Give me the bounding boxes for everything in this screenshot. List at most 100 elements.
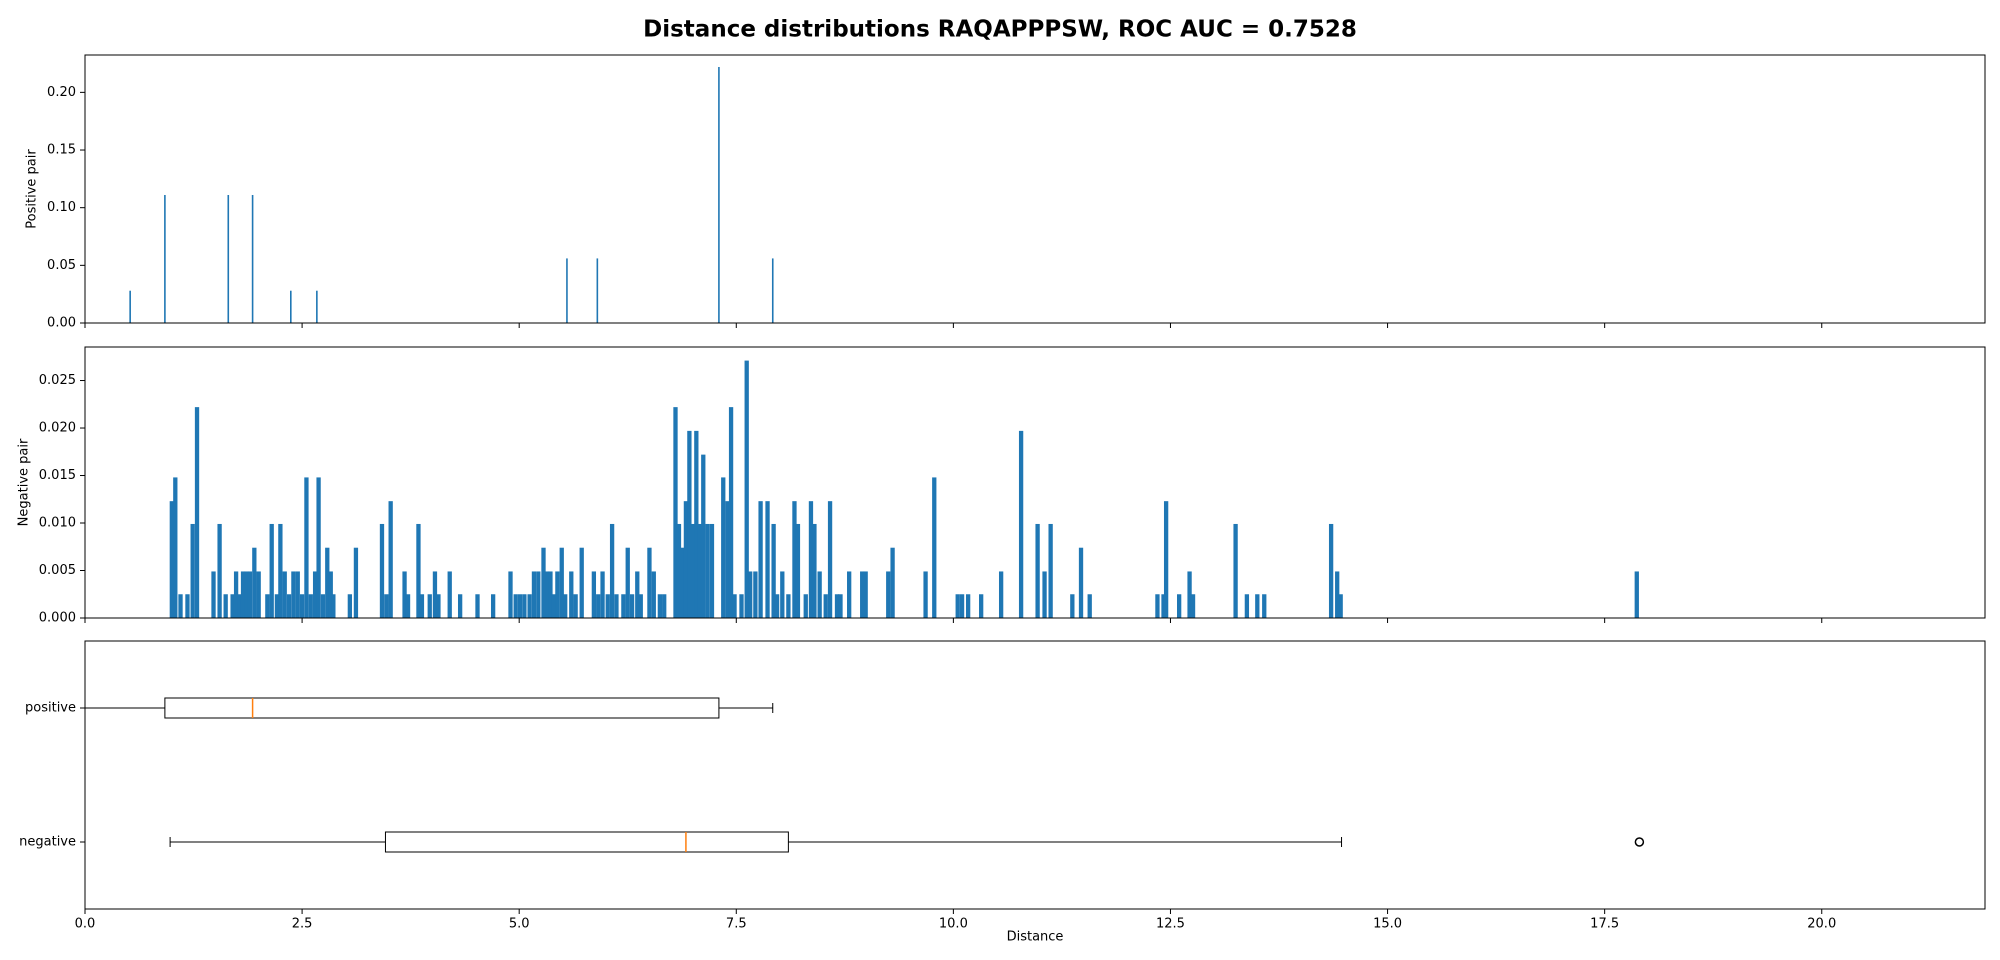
x-tick-label: 12.5 — [1156, 917, 1185, 932]
bar — [1035, 523, 1040, 618]
y-tick-label: 0.10 — [47, 200, 76, 215]
bar — [635, 571, 640, 618]
x-tick-label: 17.5 — [1590, 917, 1619, 932]
bar — [379, 523, 385, 618]
x-axis-label: Distance — [1007, 930, 1064, 945]
bar — [838, 594, 843, 618]
bar — [690, 523, 696, 618]
bar — [299, 594, 305, 618]
bar — [721, 477, 726, 618]
bar — [795, 523, 801, 618]
bar — [847, 571, 852, 618]
bar — [527, 594, 532, 618]
y-tick-label: 0.015 — [39, 468, 76, 483]
bar — [325, 547, 330, 618]
bar — [513, 594, 518, 618]
y-tick-label: 0.15 — [47, 143, 76, 158]
y-tick-label: 0.010 — [39, 516, 76, 531]
bar — [709, 523, 715, 618]
bar — [291, 571, 296, 618]
bar — [732, 594, 737, 618]
x-tick-label: 0.0 — [75, 917, 96, 932]
y-tick-label: negative — [19, 835, 76, 850]
bar — [812, 523, 817, 618]
bar — [173, 477, 178, 618]
y-tick-label: positive — [25, 701, 76, 716]
bar — [269, 523, 274, 618]
bar — [605, 594, 610, 618]
bar — [744, 360, 749, 618]
bar — [718, 66, 720, 324]
bar — [1262, 594, 1267, 618]
bar — [223, 594, 228, 618]
box — [384, 831, 789, 853]
bar — [771, 258, 774, 323]
bar — [1070, 594, 1075, 618]
bar — [312, 571, 318, 618]
bar — [563, 594, 568, 618]
bar — [290, 290, 292, 323]
bar — [308, 594, 313, 618]
bar — [331, 594, 336, 618]
bar — [548, 571, 553, 618]
bar — [536, 571, 541, 618]
bar — [531, 571, 537, 618]
bar — [541, 547, 546, 618]
x-tick-label: 7.5 — [726, 917, 747, 932]
outlier — [1634, 837, 1645, 847]
bar — [863, 571, 868, 618]
bar — [247, 571, 253, 618]
bar — [1161, 594, 1166, 618]
bar — [728, 407, 734, 618]
y-tick-label: 0.000 — [39, 611, 76, 626]
bar — [237, 594, 242, 618]
bar — [676, 523, 682, 618]
bar — [1048, 523, 1053, 618]
bar — [680, 547, 685, 618]
bar — [625, 547, 630, 618]
bar — [998, 571, 1004, 618]
bar — [517, 594, 523, 618]
bar — [490, 594, 496, 618]
bar — [190, 523, 195, 618]
y-tick-label: 0.00 — [47, 316, 76, 331]
bar — [402, 571, 407, 618]
bar — [129, 290, 131, 323]
bar — [1042, 571, 1047, 618]
bar — [621, 594, 626, 618]
x-tick-label: 15.0 — [1373, 917, 1402, 932]
bar — [252, 547, 257, 618]
bar — [687, 430, 692, 618]
bar — [823, 594, 828, 618]
bar — [753, 571, 758, 618]
bar — [629, 594, 635, 618]
bar — [765, 501, 770, 618]
x-tick-label: 20.0 — [1807, 917, 1836, 932]
bar — [436, 594, 441, 618]
bar — [1078, 547, 1084, 618]
bar — [609, 523, 615, 618]
bar — [965, 594, 971, 618]
bar — [555, 571, 560, 618]
bar — [792, 501, 797, 618]
bar — [1634, 571, 1639, 618]
axes-frame — [84, 640, 1986, 910]
bar — [786, 594, 791, 618]
x-tick-label: 2.5 — [292, 917, 313, 932]
bar — [304, 477, 309, 618]
y-axis-label: Positive pair — [25, 149, 40, 229]
y-axis-label: Negative pair — [17, 438, 32, 526]
bar — [388, 501, 393, 618]
bar — [508, 571, 513, 618]
y-tick-label: 0.020 — [39, 421, 76, 436]
bar — [1163, 501, 1169, 618]
bar — [573, 594, 578, 618]
bar — [579, 547, 584, 618]
bar — [566, 258, 568, 323]
bar — [432, 571, 438, 618]
bar — [739, 594, 744, 618]
bar — [959, 594, 965, 618]
bar — [705, 523, 710, 618]
bar — [683, 501, 689, 618]
x-tick-label: 5.0 — [509, 917, 530, 932]
